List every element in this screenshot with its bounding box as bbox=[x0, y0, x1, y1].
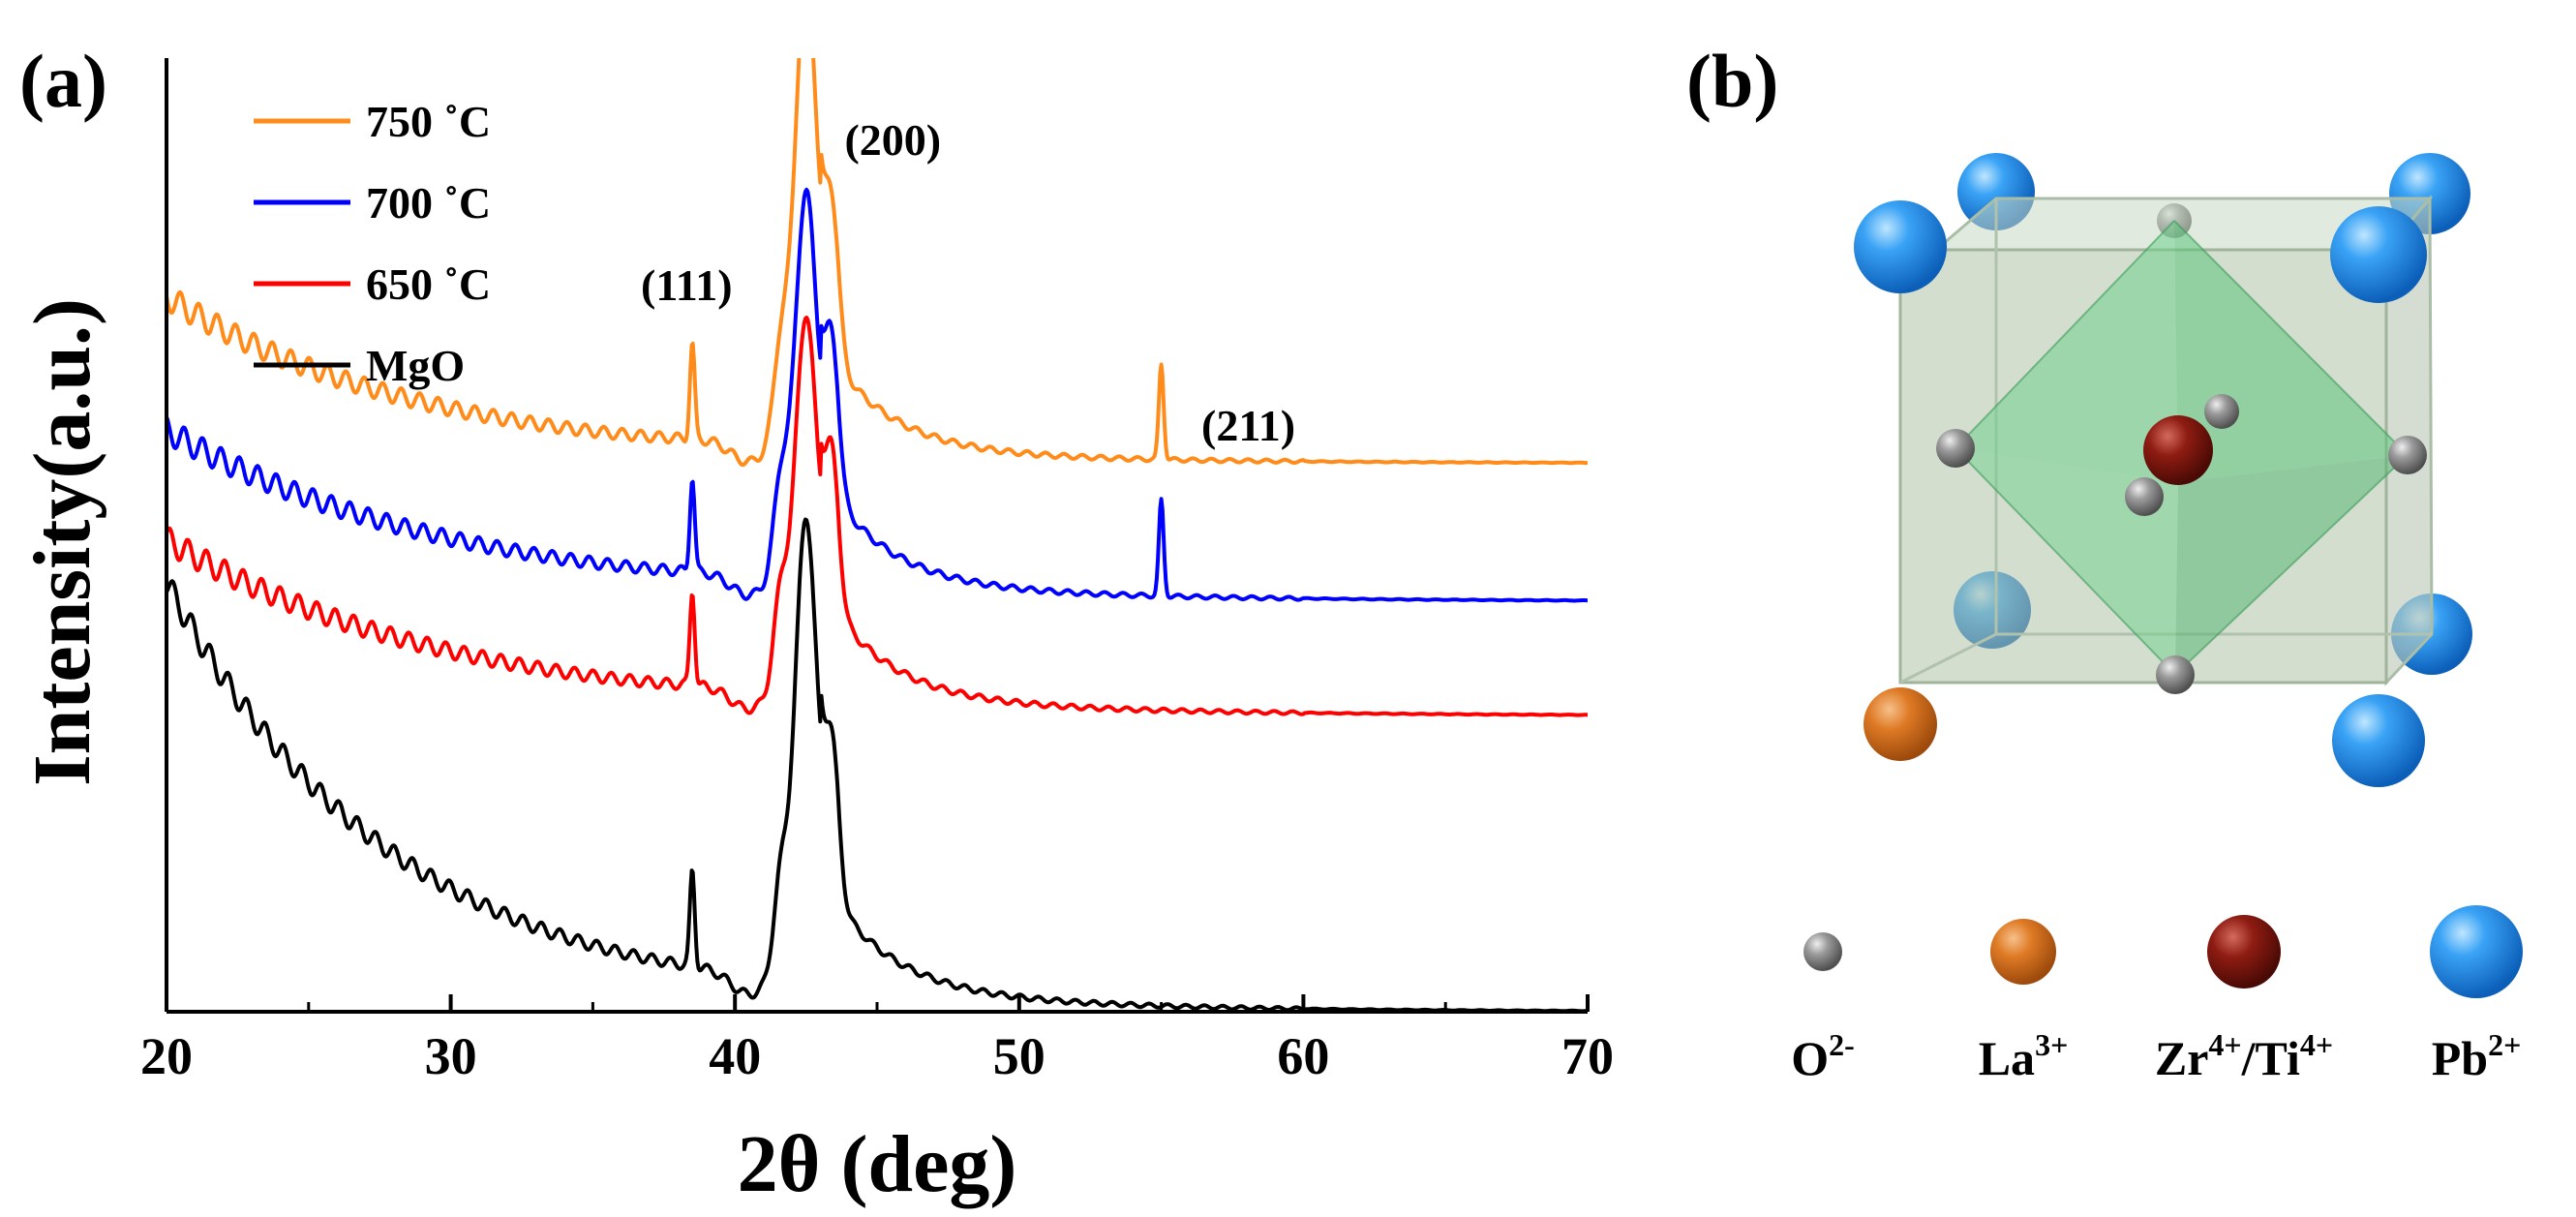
series-line bbox=[167, 58, 1588, 468]
legend-label: MgO bbox=[366, 341, 465, 390]
o-atom bbox=[2156, 655, 2195, 694]
x-tick-label: 50 bbox=[993, 1027, 1046, 1085]
o-atom bbox=[2125, 477, 2164, 516]
x-tick-label: 60 bbox=[1277, 1027, 1329, 1085]
pb-atom bbox=[1854, 200, 1947, 293]
x-ticks: 20 30 40 50 60 70 bbox=[140, 994, 1614, 1085]
la-atom bbox=[1864, 687, 1937, 761]
series-layer bbox=[167, 58, 1588, 1012]
ion-label: O2- bbox=[1791, 1027, 1855, 1085]
series-line bbox=[167, 187, 1588, 603]
panel-a-label: (a) bbox=[19, 39, 107, 123]
ion-swatch bbox=[2207, 915, 2281, 989]
x-tick-label: 40 bbox=[709, 1027, 761, 1085]
zr-ti-atom bbox=[2143, 415, 2213, 485]
peak-label: (211) bbox=[1201, 401, 1295, 450]
x-tick-label: 20 bbox=[140, 1027, 193, 1085]
ion-swatch bbox=[2430, 905, 2523, 998]
x-tick-label: 70 bbox=[1561, 1027, 1614, 1085]
peak-label: (200) bbox=[844, 115, 941, 165]
crystal-structure bbox=[1854, 153, 2472, 787]
legend-label: 750 ˚C bbox=[366, 97, 491, 146]
series-line bbox=[167, 517, 1588, 1012]
legend: 750 ˚C 700 ˚C 650 ˚C MgO bbox=[254, 97, 491, 390]
x-tick-label: 30 bbox=[425, 1027, 477, 1085]
pb-atom bbox=[2330, 206, 2427, 303]
ion-label: Pb2+ bbox=[2432, 1027, 2522, 1085]
ion-swatch bbox=[1990, 919, 2056, 985]
y-axis-label: Intensity(a.u.) bbox=[17, 298, 107, 786]
panel-b-label: (b) bbox=[1686, 39, 1778, 123]
cube-edge bbox=[1899, 632, 1997, 685]
pb-atom bbox=[2332, 694, 2425, 787]
x-axis-label: 2θ (deg) bbox=[738, 1119, 1017, 1209]
peak-labels: (111) (200) (211) bbox=[641, 115, 1295, 450]
ion-swatch bbox=[1803, 932, 1842, 971]
ion-label: La3+ bbox=[1979, 1027, 2069, 1085]
octahedron-face bbox=[1955, 221, 2178, 482]
legend-label: 650 ˚C bbox=[366, 259, 491, 309]
peak-label: (111) bbox=[641, 260, 733, 310]
ion-label: Zr4+/Ti4+ bbox=[2155, 1027, 2333, 1085]
o-atom bbox=[2388, 436, 2427, 474]
series-line bbox=[167, 316, 1588, 717]
o-atom bbox=[2204, 394, 2239, 429]
ion-legend: O2- La3+ Zr4+/Ti4+ Pb2+ bbox=[1791, 905, 2523, 1085]
o-atom bbox=[1936, 429, 1975, 468]
legend-label: 700 ˚C bbox=[366, 178, 491, 228]
